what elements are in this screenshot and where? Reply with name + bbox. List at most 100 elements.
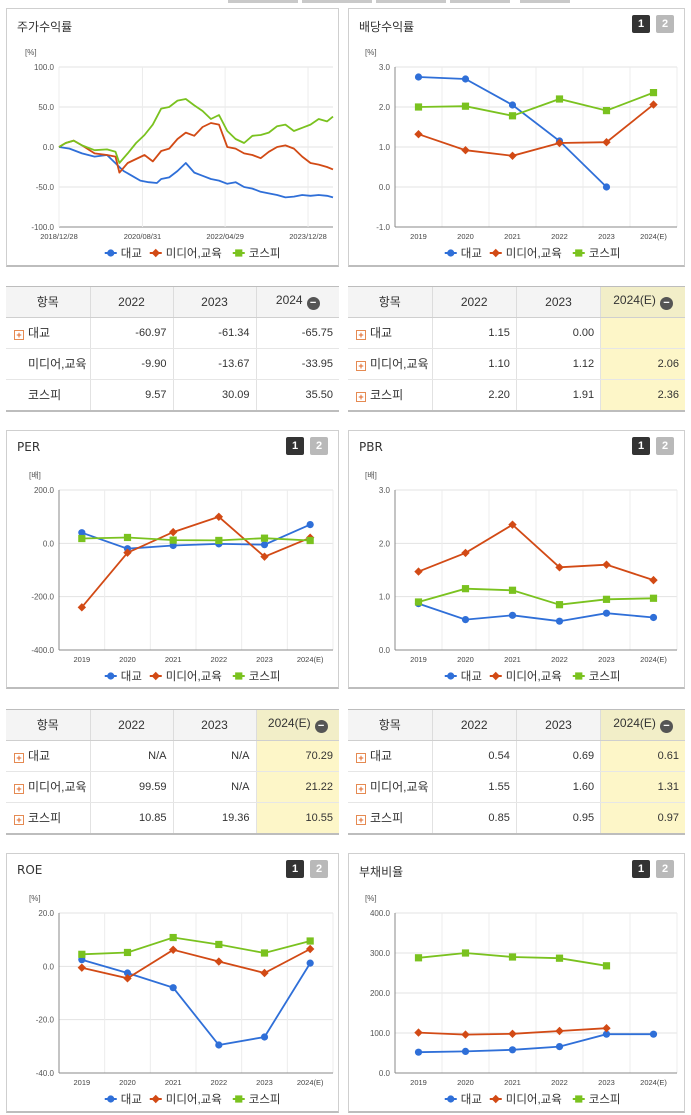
page-1-button[interactable]: 1 [286,860,304,878]
table-row: + 대교 -60.97 -61.34 -65.75 [6,317,339,349]
data-point [461,75,470,83]
data-point [306,520,314,529]
pager: 1 2 [286,860,328,878]
table-cell: N/A [90,740,174,772]
expand-plus-icon[interactable]: + [14,753,24,763]
table-cell: 1.15 [432,317,517,349]
legend-label: 코스피 [589,670,621,683]
collapse-icon[interactable]: − [314,720,328,734]
page-1-button[interactable]: 1 [632,860,650,878]
page-1-button[interactable]: 1 [632,15,650,33]
expand-plus-icon[interactable]: + [356,361,366,371]
pager: 1 2 [286,437,328,455]
expand-plus-icon[interactable]: + [356,815,366,826]
per-table: 항목 2022 2023 2024(E) − + 대교 N/A N/A 70.29 … [6,709,339,835]
expand-plus-icon[interactable]: + [356,753,366,763]
data-point [602,595,611,603]
row-label: + 대교 [348,740,433,772]
pager: 1 2 [632,15,674,33]
data-point [214,957,224,966]
data-point [508,953,517,961]
series-1 [58,122,334,174]
page-2-button[interactable]: 2 [656,860,674,878]
row-label: + 대교 [348,317,433,349]
y-tick-label: 100.0 [34,63,55,72]
row-label: + 대교 [6,740,91,772]
chart-legend: 대교 미디어,교육 코스피 [104,1093,281,1106]
panel-title: 부채비율 [359,865,404,879]
page-2-button[interactable]: 2 [310,860,328,878]
series-line [81,936,311,956]
col-header-2023: 2023 [516,287,602,318]
x-tick-label: 2018/12/28 [40,232,78,241]
x-tick-label: 2022 [551,655,568,664]
data-point [602,1030,611,1038]
data-point [491,248,500,258]
x-tick-label: 2021 [165,655,182,664]
expand-plus-icon[interactable]: + [14,815,24,826]
series-line [81,536,311,542]
col-header-2024e: 2024(E) − [600,287,685,318]
data-point [107,1095,115,1103]
data-point [107,249,115,257]
y-tick-label: 1.0 [379,593,391,602]
top-tab-stub [376,0,446,3]
y-tick-label: 200.0 [34,486,55,495]
y-tick-label: 0.0 [43,539,55,548]
table-row: + 코스피 2.20 1.91 2.36 [348,379,685,410]
col-header-2024e-label: 2024(E) [613,293,656,308]
table-cell: 35.50 [305,388,333,401]
series-line [418,587,654,606]
page-2-button[interactable]: 2 [656,15,674,33]
table-cell: 2.20 [432,379,517,410]
collapse-icon[interactable]: − [659,720,673,734]
expand-plus-icon[interactable]: + [356,330,366,340]
panel-title: ROE [17,863,43,877]
expand-plus-icon[interactable]: + [356,784,366,794]
page-2-button[interactable]: 2 [310,437,328,455]
y-tick-label: 100.0 [370,1029,391,1038]
series-2 [58,98,334,164]
series-line [418,602,654,623]
series-line [418,103,655,157]
data-point [555,138,564,148]
x-tick-label: 2023 [598,1078,615,1087]
series-line [418,523,654,581]
legend-label: 코스피 [249,670,281,683]
collapse-icon[interactable]: − [659,297,673,311]
series-0 [414,73,611,191]
top-tab-stub [302,0,372,3]
data-point [447,249,455,257]
panel-title: 주가수익률 [17,20,73,34]
collapse-icon[interactable]: − [306,297,320,311]
data-point [649,1030,658,1038]
data-point [461,1047,470,1055]
expand-plus-icon[interactable]: + [356,392,366,403]
col-header-2023: 2023 [516,710,602,741]
legend-label: 미디어,교육 [506,247,562,260]
data-point [215,536,223,545]
data-point [508,1029,517,1038]
table-row: + 코스피 10.85 19.36 10.55 [6,802,339,833]
chart-legend: 대교 미디어,교육 코스피 [444,1093,621,1106]
data-point [414,103,423,111]
series-2 [414,585,658,609]
legend-label: 코스피 [589,1093,621,1106]
chart-legend: 대교 미디어,교육 코스피 [444,247,621,260]
expand-plus-icon[interactable]: + [14,784,24,794]
page-1-button[interactable]: 1 [286,437,304,455]
data-point [508,101,517,109]
table-cell: 0.85 [432,802,517,833]
x-tick-label: 2024(E) [297,655,324,664]
row-label-text: 미디어,교육 [370,780,429,794]
data-point [555,563,564,572]
page-2-button[interactable]: 2 [656,437,674,455]
data-point [168,527,178,537]
data-point [414,73,423,81]
x-tick-label: 2022 [551,1078,568,1087]
y-unit-label: [%] [29,894,41,903]
row-label: + 코스피 [348,802,433,833]
page-1-button[interactable]: 1 [632,437,650,455]
expand-plus-icon[interactable]: + [14,330,24,340]
